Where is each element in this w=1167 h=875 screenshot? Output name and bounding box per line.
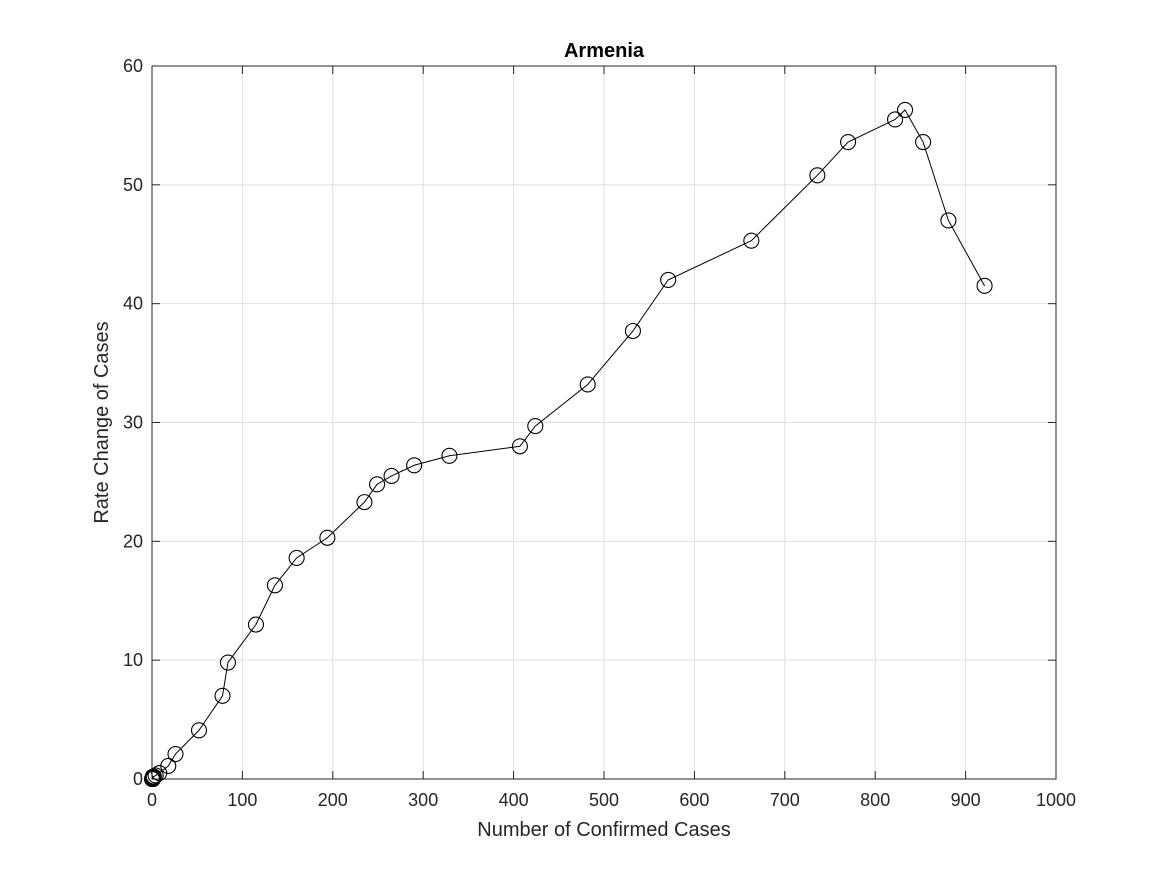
y-axis-label: Rate Change of Cases (91, 321, 113, 523)
x-tick-label: 1000 (1036, 790, 1076, 810)
data-point (406, 457, 423, 474)
chart-title: Armenia (564, 40, 645, 62)
x-tick-label: 600 (679, 790, 709, 810)
x-tick-label: 800 (860, 790, 890, 810)
series-group (143, 101, 993, 788)
data-point (319, 529, 336, 546)
data-point (915, 134, 932, 151)
y-tick-label: 60 (123, 56, 143, 76)
data-point (976, 277, 993, 294)
data-point (940, 212, 957, 229)
data-point (660, 271, 677, 288)
data-point (743, 232, 760, 249)
data-point (624, 322, 641, 340)
y-tick-label: 20 (123, 531, 143, 551)
data-point (527, 418, 544, 435)
data-point (167, 745, 184, 763)
x-tick-label: 400 (499, 790, 529, 810)
data-point (809, 167, 826, 184)
x-tick-label: 900 (951, 790, 981, 810)
data-point (160, 757, 177, 774)
data-point (896, 101, 914, 119)
x-tick-label: 700 (770, 790, 800, 810)
x-tick-label: 300 (408, 790, 438, 810)
data-point (247, 616, 265, 633)
x-tick-label: 500 (589, 790, 619, 810)
data-point (147, 767, 164, 784)
data-point (190, 722, 208, 739)
data-point (219, 654, 236, 671)
y-tick-label: 0 (133, 769, 143, 789)
data-point (356, 494, 373, 511)
series-line-0 (152, 109, 986, 780)
data-point (266, 577, 283, 594)
y-tick-label: 50 (123, 175, 143, 195)
data-point (840, 134, 857, 151)
grid (151, 65, 1057, 780)
y-tick-label: 30 (123, 413, 143, 433)
ticks: 0 100 200 300 400 500 600 700 800 900 1000 0 10 20 30 4… (123, 56, 1076, 810)
data-point (579, 376, 596, 393)
data-point (214, 687, 231, 704)
data-point (369, 476, 386, 493)
data-point (383, 467, 400, 485)
x-tick-label: 200 (318, 790, 348, 810)
y-tick-label: 40 (123, 294, 143, 314)
x-tick-label: 100 (227, 790, 257, 810)
x-axis-label: Number of Confirmed Cases (477, 819, 730, 841)
data-point (887, 111, 904, 128)
data-point (441, 447, 458, 464)
data-point (145, 768, 162, 785)
data-point (288, 549, 305, 567)
data-point (511, 438, 528, 455)
x-tick-label: 0 (147, 790, 157, 810)
y-tick-label: 10 (123, 650, 143, 670)
